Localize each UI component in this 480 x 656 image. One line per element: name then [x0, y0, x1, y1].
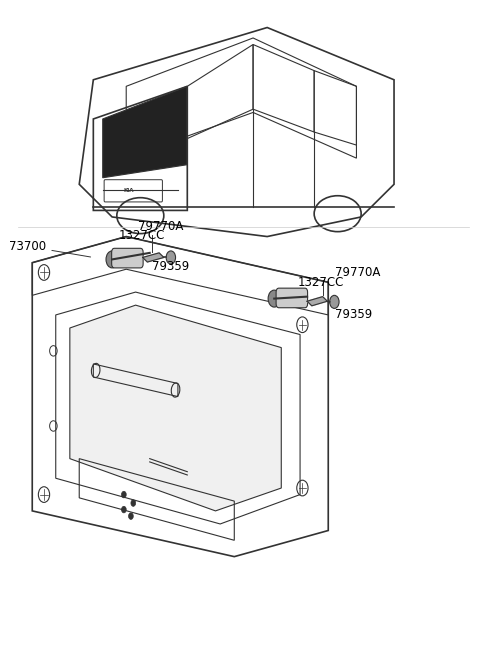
Text: KIA: KIA: [123, 188, 134, 194]
Circle shape: [268, 290, 280, 307]
Text: 79359: 79359: [152, 260, 189, 273]
FancyBboxPatch shape: [112, 249, 143, 268]
Circle shape: [330, 295, 339, 308]
Text: 1327CC: 1327CC: [119, 229, 166, 242]
Text: 73700: 73700: [9, 240, 91, 257]
Text: 79359: 79359: [336, 308, 372, 321]
Polygon shape: [143, 253, 164, 262]
Text: 79770A: 79770A: [336, 266, 381, 279]
Polygon shape: [307, 297, 327, 306]
Text: 1327CC: 1327CC: [298, 276, 344, 289]
Circle shape: [121, 506, 126, 513]
Circle shape: [106, 251, 118, 268]
Text: 79770A: 79770A: [138, 220, 183, 234]
Circle shape: [131, 500, 136, 506]
Circle shape: [121, 491, 126, 498]
Circle shape: [129, 513, 133, 520]
Polygon shape: [70, 305, 281, 511]
Circle shape: [166, 251, 176, 264]
Polygon shape: [103, 87, 187, 178]
FancyBboxPatch shape: [276, 288, 308, 308]
